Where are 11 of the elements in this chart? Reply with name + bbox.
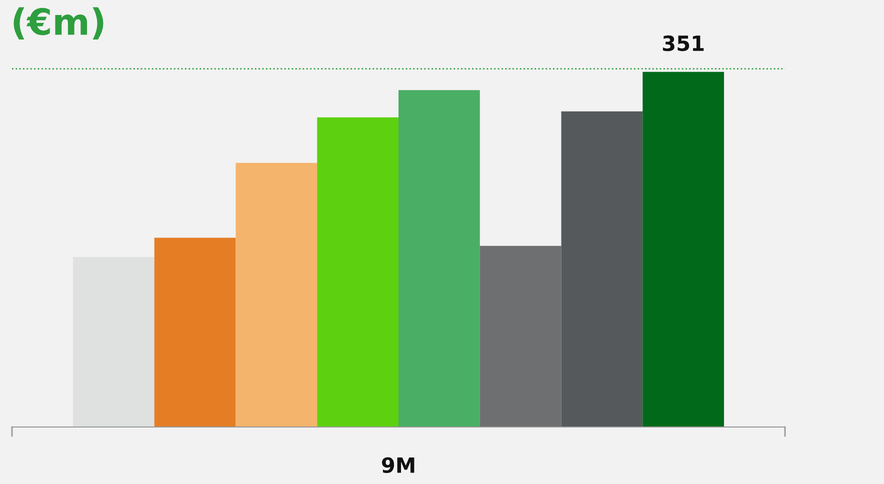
bar xyxy=(642,72,724,427)
bar xyxy=(154,238,236,427)
bar xyxy=(398,90,480,427)
data-label: 351 xyxy=(662,35,704,52)
x-axis-title: 9M xyxy=(382,457,414,473)
bar xyxy=(480,246,562,427)
bar xyxy=(561,111,643,427)
bar xyxy=(236,162,318,427)
chart-title: (€m) xyxy=(14,7,104,40)
bar xyxy=(72,257,154,427)
bar xyxy=(317,117,398,427)
